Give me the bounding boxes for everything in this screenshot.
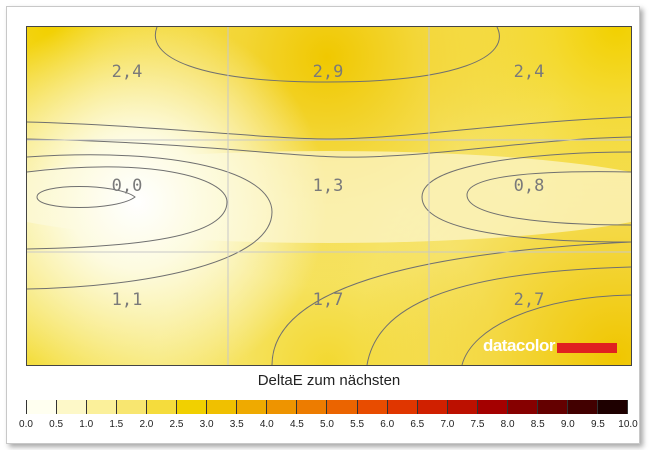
chart-frame: 2,4 2,9 2,4 0,0 1,3 0,8 1,1 1,7 2,7 data…: [6, 6, 640, 444]
colorbar-tick-label: 1.5: [109, 419, 124, 430]
colorbar-swatch: [357, 400, 388, 414]
contour-line: [27, 166, 228, 250]
contour-line: [154, 27, 500, 83]
colorbar-tick-label: 2.0: [139, 419, 154, 430]
colorbar-tick-label: 1.0: [79, 419, 94, 430]
colorbar-swatch: [87, 400, 118, 414]
colorbar-tick-label: 5.5: [350, 419, 365, 430]
colorbar-tick-labels: 0.0 0.5 1.0 1.5 2.0 2.5 3.0 3.5 4.0 4.5 5.0 5.5 6.0 6…: [7, 419, 650, 435]
datacolor-logo: datacolor: [483, 335, 617, 357]
contour-line: [36, 186, 136, 208]
colorbar-swatch: [177, 400, 208, 414]
contour-line: [461, 294, 631, 365]
colorbar-tick-label: 7.0: [440, 419, 455, 430]
colorbar-tick-label: 10.0: [618, 419, 638, 430]
cell-label: 2,4: [514, 62, 545, 82]
logo-text: datacolor: [482, 336, 556, 355]
colorbar-tick-label: 3.0: [199, 419, 214, 430]
colorbar-swatch: [267, 400, 298, 414]
colorbar-tick-label: 6.5: [410, 419, 425, 430]
cell-label: 1,3: [313, 176, 344, 196]
colorbar-swatch: [597, 400, 628, 414]
contour-line: [27, 154, 273, 290]
colorbar-tick-label: 2.5: [169, 419, 184, 430]
cell-label: 1,1: [112, 290, 143, 310]
colorbar-swatch: [237, 400, 268, 414]
heatmap-plot: 2,4 2,9 2,4 0,0 1,3 0,8 1,1 1,7 2,7 data…: [26, 26, 632, 366]
colorbar-tick-label: 5.0: [320, 419, 334, 430]
colorbar-tick-label: 9.5: [590, 419, 605, 430]
colorbar-swatch: [207, 400, 238, 414]
contour-line: [466, 171, 631, 226]
colorbar-tick-label: 8.0: [500, 419, 515, 430]
contour-lines: [27, 27, 631, 365]
colorbar-tick-label: 4.5: [289, 419, 304, 430]
colorbar-swatch: [327, 400, 358, 414]
contour-line: [27, 116, 631, 140]
colorbar-swatch: [26, 400, 58, 414]
colorbar-tick-label: 6.0: [380, 419, 395, 430]
colorbar-swatch: [117, 400, 148, 414]
contour-line: [271, 241, 631, 365]
cell-label: 1,7: [313, 290, 344, 310]
colorbar-swatch: [447, 400, 478, 414]
cell-label: 0,8: [514, 176, 545, 196]
heat-blob: [27, 27, 631, 365]
colorbar-swatch: [387, 400, 418, 414]
colorbar-tick-label: 4.0: [259, 419, 274, 430]
cell-label: 2,4: [112, 62, 143, 82]
contour-line: [421, 151, 631, 243]
colorbar-tick-label: 3.5: [229, 419, 244, 430]
cell-label: 0,0: [112, 176, 143, 196]
colorbar-swatch: [147, 400, 178, 414]
colorbar-swatch: [507, 400, 538, 414]
colorbar-tick-label: 9.0: [560, 419, 575, 430]
contour-line: [27, 136, 631, 158]
colorbar-swatch: [567, 400, 598, 414]
colorbar-tick-label: 0.0: [19, 419, 33, 430]
colorbar-tick-label: 7.5: [470, 419, 485, 430]
logo-bar: [557, 343, 617, 353]
colorbar-tick-label: 0.5: [49, 419, 64, 430]
cell-label: 2,7: [514, 290, 545, 310]
colorbar-swatch: [297, 400, 328, 414]
colorbar-swatch: [417, 400, 448, 414]
grid-lines: [27, 27, 631, 365]
cell-label: 2,9: [313, 62, 344, 82]
heatmap-svg: 2,4 2,9 2,4 0,0 1,3 0,8 1,1 1,7 2,7: [27, 27, 631, 365]
colorbar: [26, 400, 628, 414]
contour-line: [366, 266, 631, 365]
colorbar-swatch: [537, 400, 568, 414]
cell-labels: 2,4 2,9 2,4 0,0 1,3 0,8 1,1 1,7 2,7: [112, 62, 545, 310]
colorbar-swatch: [57, 400, 88, 414]
chart-title: DeltaE zum nächsten: [257, 372, 401, 389]
colorbar-swatch: [477, 400, 508, 414]
colorbar-tick-label: 8.5: [530, 419, 545, 430]
